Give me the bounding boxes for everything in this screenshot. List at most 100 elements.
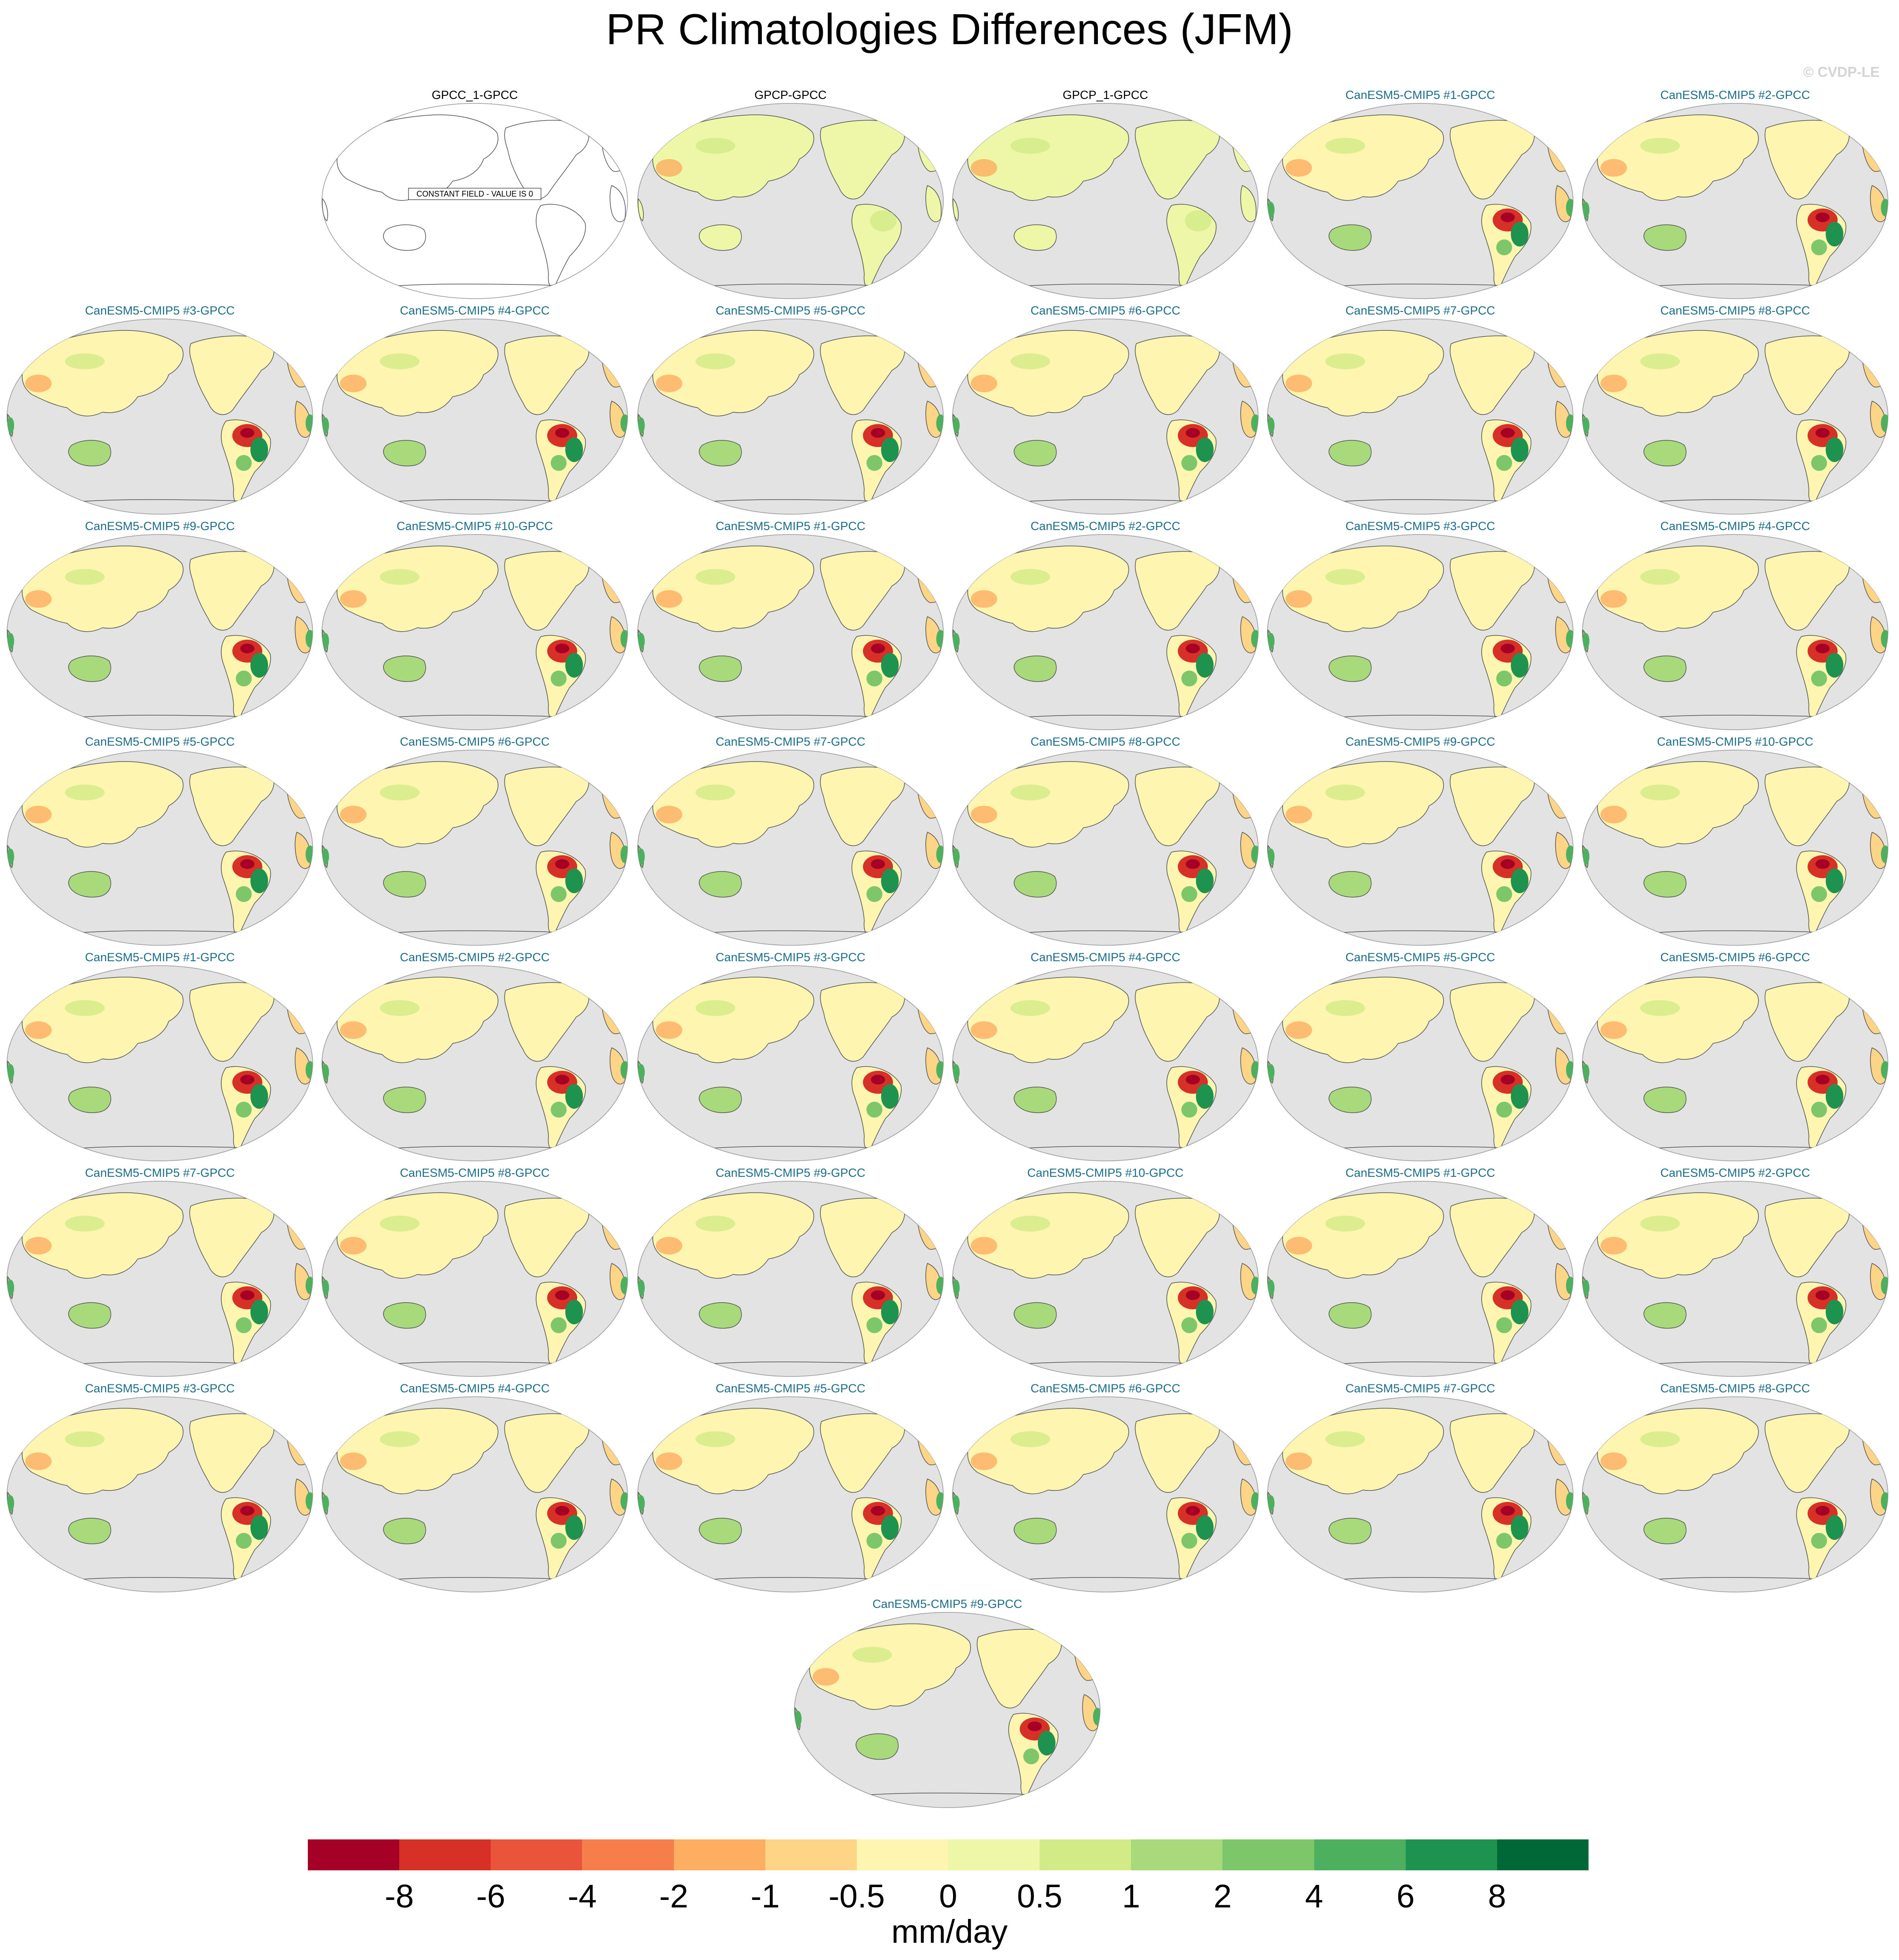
anomaly-wet-siberia bbox=[1640, 353, 1680, 369]
anomaly-wet-south bbox=[1181, 1533, 1197, 1549]
panel-title: CanESM5-CMIP5 #9-GPCC bbox=[715, 1166, 866, 1179]
anomaly-extreme-dry bbox=[555, 859, 569, 869]
anomaly-dry-asia bbox=[971, 375, 997, 392]
anomaly-wet-south bbox=[1496, 1317, 1512, 1333]
anomaly-wet-amazon bbox=[870, 210, 897, 231]
panel-title: CanESM5-CMIP5 #7-GPCC bbox=[715, 735, 866, 748]
anomaly-wet-africa bbox=[620, 414, 628, 432]
land-asia bbox=[1597, 1192, 1759, 1279]
world-map bbox=[952, 103, 1259, 299]
land-greenland bbox=[1215, 550, 1243, 565]
anomaly-extreme-dry bbox=[1186, 428, 1200, 438]
anomaly-wet-south bbox=[236, 671, 252, 686]
anomaly-wet-brazil bbox=[1511, 1515, 1528, 1540]
map-panel: CanESM5-CMIP5 #1-GPCC bbox=[1266, 88, 1575, 300]
anomaly-wet-brazil bbox=[1511, 653, 1528, 678]
colorbar-swatch bbox=[399, 1839, 491, 1870]
land-greenland bbox=[584, 118, 612, 134]
map-panel: CanESM5-CMIP5 #6-GPCC bbox=[951, 1382, 1260, 1594]
panel-title: CanESM5-CMIP5 #7-GPCC bbox=[1345, 304, 1495, 317]
anomaly-wet-siberia bbox=[1640, 569, 1680, 585]
world-map bbox=[952, 534, 1259, 730]
anomaly-wet-siberia bbox=[696, 1216, 735, 1232]
anomaly-wet-brazil bbox=[565, 1084, 583, 1109]
land-greenland bbox=[1845, 765, 1873, 781]
anomaly-wet-africa-west bbox=[1582, 633, 1589, 649]
anomaly-wet-south bbox=[866, 671, 882, 686]
anomaly-dry-asia bbox=[340, 1021, 367, 1039]
land-greenland bbox=[1845, 1412, 1873, 1427]
land-greenland bbox=[900, 1412, 928, 1427]
world-map bbox=[1582, 318, 1888, 515]
colorbar-tick-label: 8 bbox=[1488, 1878, 1506, 1915]
anomaly-wet-south bbox=[1496, 1102, 1512, 1118]
colorbar-swatch bbox=[673, 1839, 765, 1870]
land-greenland bbox=[900, 334, 928, 349]
panel-title: CanESM5-CMIP5 #3-GPCC bbox=[85, 1382, 235, 1395]
anomaly-wet-brazil bbox=[1196, 1300, 1214, 1324]
world-map bbox=[322, 534, 628, 730]
anomaly-wet-siberia bbox=[65, 1216, 105, 1232]
anomaly-wet-africa bbox=[1566, 845, 1573, 863]
land-greenland bbox=[1215, 1412, 1243, 1427]
anomaly-wet-south bbox=[551, 671, 567, 686]
land-asia bbox=[967, 330, 1129, 417]
land-greenland bbox=[584, 334, 612, 349]
land-asia bbox=[652, 1192, 814, 1279]
anomaly-extreme-dry bbox=[1186, 1506, 1200, 1516]
land-greenland bbox=[1845, 550, 1873, 565]
world-map bbox=[1267, 318, 1574, 515]
colorbar-tick-label: 4 bbox=[1305, 1878, 1324, 1915]
map-panel: CanESM5-CMIP5 #7-GPCC bbox=[636, 735, 945, 947]
land-australia bbox=[383, 656, 426, 682]
land-asia bbox=[22, 1192, 184, 1279]
colorbar-tick-label: -1 bbox=[750, 1878, 780, 1915]
colorbar-tick-label: -4 bbox=[567, 1878, 597, 1915]
map-panel: CanESM5-CMIP5 #9-GPCC bbox=[636, 1166, 945, 1378]
anomaly-wet-brazil bbox=[565, 1515, 583, 1540]
anomaly-extreme-dry bbox=[1186, 1075, 1200, 1084]
anomaly-wet-africa-west bbox=[638, 1495, 645, 1511]
anomaly-wet-africa bbox=[1881, 630, 1888, 648]
anomaly-dry-asia bbox=[971, 1237, 997, 1255]
anomaly-wet-brazil bbox=[565, 868, 583, 893]
anomaly-wet-south bbox=[236, 886, 252, 902]
anomaly-wet-brazil bbox=[881, 1300, 899, 1324]
anomaly-wet-siberia bbox=[65, 1000, 105, 1016]
anomaly-dry-asia bbox=[1600, 1021, 1627, 1039]
colorbar-swatch bbox=[1405, 1839, 1497, 1870]
map-panel: CanESM5-CMIP5 #10-GPCC bbox=[320, 519, 629, 732]
anomaly-wet-africa-west bbox=[1267, 1064, 1275, 1080]
world-map bbox=[1267, 965, 1574, 1161]
land-australia bbox=[68, 440, 111, 466]
colorbar-swatch bbox=[1497, 1839, 1589, 1870]
colorbar-tick-label: 0.5 bbox=[1017, 1878, 1063, 1915]
land-africaWest bbox=[953, 198, 959, 222]
map-panel: CanESM5-CMIP5 #4-GPCC bbox=[320, 1382, 629, 1594]
map-panel: CanESM5-CMIP5 #8-GPCC bbox=[951, 735, 1260, 947]
land-australia bbox=[68, 871, 111, 898]
anomaly-wet-south bbox=[1496, 455, 1512, 471]
anomaly-wet-siberia bbox=[380, 1431, 420, 1447]
colorbar-swatch bbox=[765, 1839, 857, 1870]
world-map bbox=[7, 965, 313, 1161]
map-panel: CanESM5-CMIP5 #7-GPCC bbox=[1266, 304, 1575, 516]
ocean-background bbox=[322, 103, 628, 299]
anomaly-wet-brazil bbox=[565, 437, 583, 462]
map-panel: CanESM5-CMIP5 #7-GPCC bbox=[1266, 1382, 1575, 1594]
map-panel: CanESM5-CMIP5 #6-GPCC bbox=[1581, 951, 1890, 1163]
land-asia bbox=[1597, 114, 1759, 201]
anomaly-wet-brazil bbox=[565, 653, 583, 678]
map-panel: CanESM5-CMIP5 #1-GPCC bbox=[636, 519, 945, 732]
anomaly-extreme-dry bbox=[1501, 428, 1515, 438]
map-panel: CanESM5-CMIP5 #4-GPCC bbox=[320, 304, 629, 516]
land-australia bbox=[1643, 440, 1687, 466]
anomaly-wet-africa-west bbox=[1267, 633, 1275, 649]
colorbar-swatch bbox=[582, 1839, 674, 1870]
land-asia bbox=[22, 1408, 184, 1494]
anomaly-wet-siberia bbox=[65, 1431, 105, 1447]
anomaly-wet-south bbox=[866, 455, 882, 471]
world-map bbox=[1582, 103, 1888, 299]
anomaly-wet-africa-west bbox=[322, 633, 329, 649]
land-greenland bbox=[1845, 981, 1873, 996]
